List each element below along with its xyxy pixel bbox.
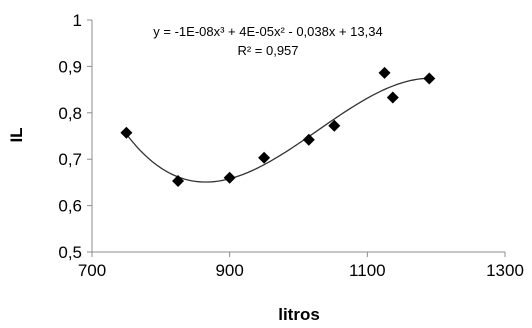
y-tick-label: 0,9 — [58, 57, 82, 76]
data-point — [258, 151, 271, 164]
y-tick-label: 1 — [73, 11, 82, 30]
x-tick-label: 1100 — [349, 261, 386, 280]
data-point — [302, 133, 315, 146]
x-tick-label: 700 — [78, 261, 106, 280]
y-tick-label: 0,6 — [58, 197, 82, 216]
plot-area: 0,5 0,6 0,7 0,8 0,9 1 700 900 1100 1300 — [58, 11, 524, 280]
y-tick-label: 0,5 — [58, 243, 82, 262]
data-point — [120, 126, 133, 139]
x-tick-label: 900 — [215, 261, 243, 280]
y-tick-label: 0,8 — [58, 104, 82, 123]
data-point — [423, 72, 436, 85]
trendline-equation: y = -1E-08x³ + 4E-05x² - 0,038x + 13,34 — [153, 24, 382, 39]
data-point — [386, 91, 399, 104]
data-point — [172, 175, 185, 188]
trendline — [125, 77, 430, 183]
trendline-r-squared: R² = 0,957 — [237, 43, 298, 58]
x-tick-label: 1300 — [486, 261, 524, 280]
data-point — [378, 66, 391, 79]
data-point — [328, 119, 341, 132]
y-axis-title: IL — [7, 127, 26, 142]
data-point — [223, 171, 236, 184]
x-axis-title: litros — [278, 305, 320, 324]
y-tick-label: 0,7 — [58, 150, 82, 169]
data-points — [120, 66, 436, 188]
axis-ticks: 0,5 0,6 0,7 0,8 0,9 1 700 900 1100 1300 — [58, 11, 524, 280]
